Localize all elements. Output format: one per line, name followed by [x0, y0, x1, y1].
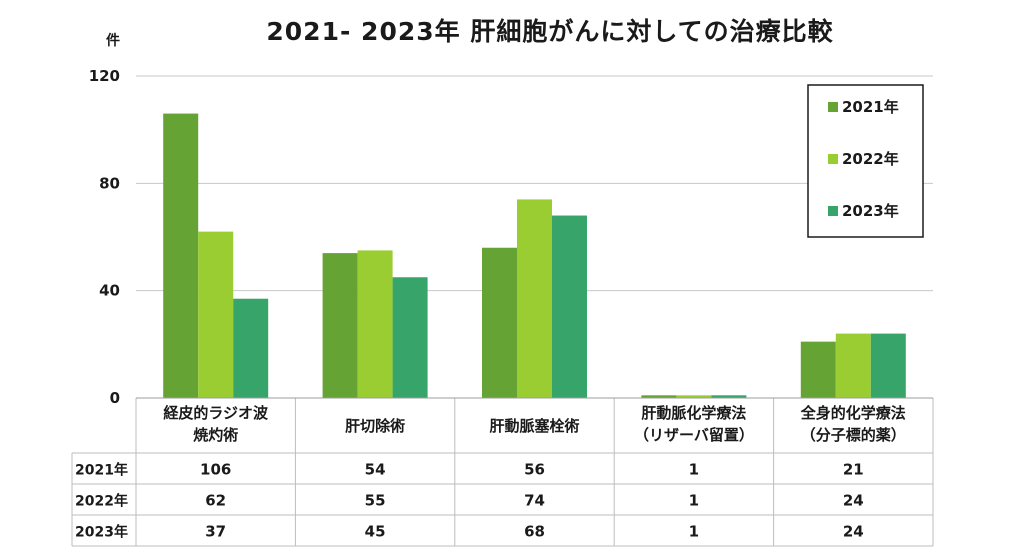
bar — [322, 253, 358, 398]
bar — [711, 395, 747, 398]
bar — [517, 199, 552, 398]
chart-title: 2021- 2023年 肝細胞がんに対しての治療比較 — [266, 17, 834, 46]
x-tick-label: 全身的化学療法 — [800, 404, 906, 422]
table-row-label: 2022年 — [75, 493, 128, 510]
data-label: 24 — [843, 523, 864, 541]
bar — [198, 231, 234, 398]
y-tick-label: 0 — [110, 389, 120, 407]
bar — [163, 113, 199, 399]
data-label: 1 — [689, 461, 699, 479]
table-row-label: 2023年 — [75, 524, 128, 541]
data-label: 1 — [689, 523, 699, 541]
y-tick-label: 120 — [89, 67, 120, 85]
bar — [870, 333, 906, 398]
data-label: 56 — [524, 461, 545, 479]
x-tick-label: 焼灼術 — [193, 426, 238, 444]
y-tick-label: 40 — [99, 282, 120, 300]
data-label: 54 — [365, 461, 386, 479]
bar — [641, 395, 677, 398]
legend-swatch — [828, 102, 838, 112]
bar — [482, 247, 517, 398]
data-label: 1 — [689, 492, 699, 510]
legend-entry: 2023年 — [842, 202, 899, 220]
legend-swatch — [828, 206, 838, 216]
legend-box — [807, 84, 924, 238]
legend-entry: 2022年 — [842, 150, 899, 168]
data-label: 62 — [205, 492, 226, 510]
bar — [835, 333, 871, 398]
bar — [357, 250, 393, 398]
data-label: 37 — [205, 523, 226, 541]
bar — [552, 215, 587, 398]
x-tick-label: 肝動脈塞栓術 — [489, 417, 579, 435]
legend-entry: 2021年 — [842, 98, 899, 116]
y-tick-label: 80 — [99, 174, 120, 192]
bar — [392, 277, 428, 398]
bar — [800, 341, 836, 398]
y-axis-unit-label: 件 — [106, 33, 120, 49]
x-tick-label: 肝切除術 — [345, 417, 405, 435]
data-label: 45 — [365, 523, 386, 541]
x-tick-label: 肝動脈化学療法 — [641, 404, 746, 422]
data-label: 55 — [365, 492, 386, 510]
x-tick-label: （分子標的薬） — [801, 426, 906, 444]
data-label: 24 — [843, 492, 864, 510]
x-tick-label: （リザーバ留置） — [634, 426, 754, 444]
legend-swatch — [828, 154, 838, 164]
data-label: 74 — [524, 492, 545, 510]
bar — [233, 298, 269, 398]
data-label: 21 — [843, 461, 864, 479]
x-tick-label: 経皮的ラジオ波 — [163, 404, 269, 422]
table-row-label: 2021年 — [75, 462, 128, 479]
data-label: 106 — [200, 461, 231, 479]
data-label: 68 — [524, 523, 545, 541]
bar — [676, 395, 712, 398]
